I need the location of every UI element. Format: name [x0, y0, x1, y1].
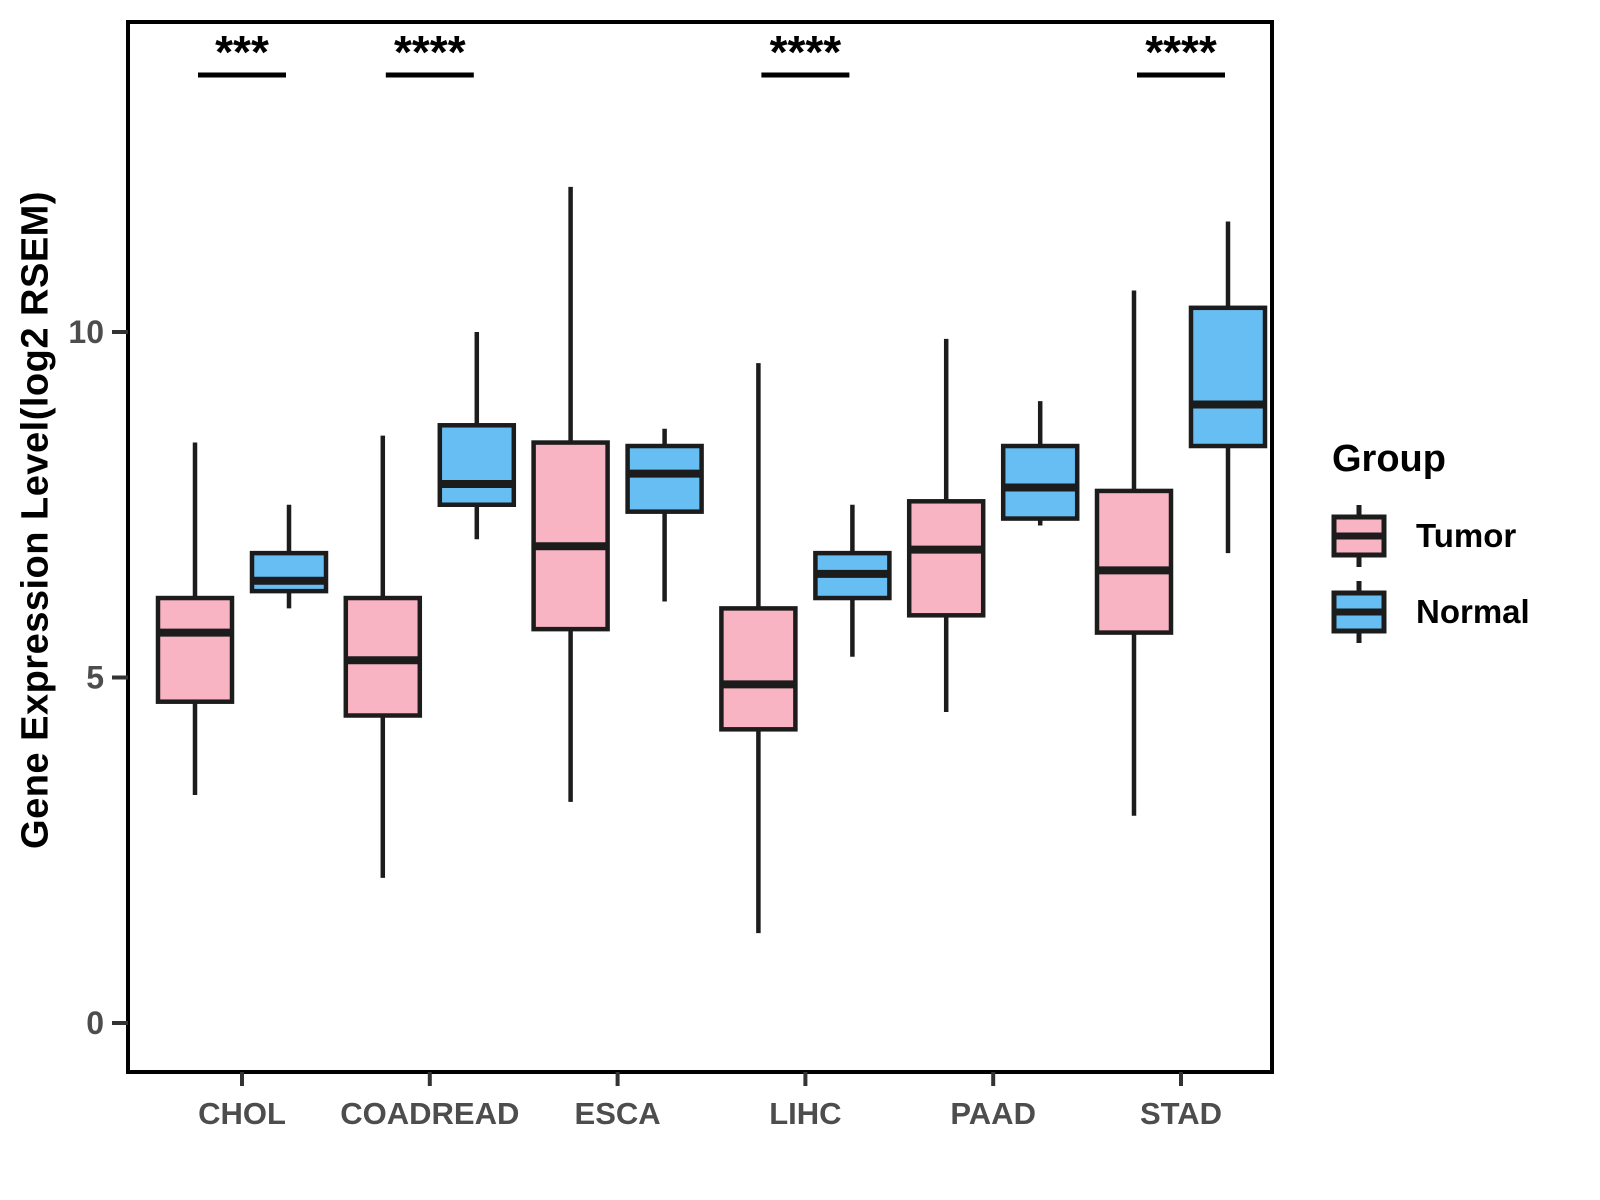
x-tick-label-CHOL: CHOL	[198, 1096, 286, 1131]
significance-stars-STAD: ****	[1145, 26, 1217, 78]
normal-boxplot-key-icon	[1331, 581, 1387, 643]
x-tick-label-STAD: STAD	[1140, 1096, 1222, 1131]
box-ESCA-tumor	[531, 440, 610, 632]
significance-stars-CHOL: ***	[215, 26, 269, 78]
box-CHOL-normal	[249, 550, 329, 594]
box-STAD-tumor	[1094, 488, 1174, 635]
panel-border	[126, 20, 1274, 1074]
legend-item-normal: Normal	[1330, 579, 1530, 645]
x-tick-label-COADREAD: COADREAD	[340, 1096, 519, 1131]
y-tick-label-10: 10	[68, 314, 104, 350]
legend-label-normal: Normal	[1416, 593, 1530, 630]
box-PAAD-tumor	[906, 499, 986, 618]
x-tick-label-LIHC: LIHC	[769, 1096, 841, 1131]
legend-label-tumor: Tumor	[1416, 517, 1517, 554]
significance-stars-LIHC: ****	[770, 26, 842, 78]
box-COADREAD-normal	[437, 423, 517, 507]
box-LIHC-tumor	[719, 606, 798, 732]
legend-title: Group	[1332, 438, 1446, 480]
x-tick-label-PAAD: PAAD	[950, 1096, 1036, 1131]
box-PAAD-normal	[1000, 443, 1080, 521]
significance-stars-COADREAD: ****	[394, 26, 466, 78]
x-tick-label-ESCA: ESCA	[575, 1096, 661, 1131]
box-CHOL-tumor	[155, 595, 235, 704]
box-ESCA-normal	[625, 443, 704, 514]
tumor-boxplot-key-icon	[1331, 505, 1387, 567]
legend-item-tumor: Tumor	[1330, 503, 1530, 569]
legend: Group Tumor Normal	[1330, 438, 1530, 655]
y-tick-label-5: 5	[86, 660, 104, 696]
y-tick-label-0: 0	[86, 1005, 104, 1041]
box-STAD-normal	[1188, 305, 1268, 449]
